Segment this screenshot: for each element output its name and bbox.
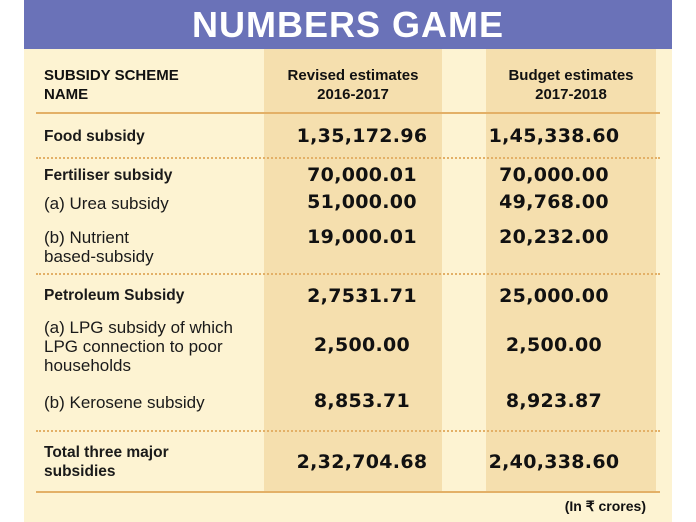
row-label-total: Total three major subsidies (44, 443, 272, 481)
row-value-revised: 70,000.01 (307, 164, 417, 186)
row-label-line: LPG connection to poor (44, 337, 223, 356)
unit-footnote: (In ₹ crores) (564, 498, 646, 514)
header-revised-line-1: Revised estimates (287, 67, 419, 84)
row-label-urea-subsidy: (a) Urea subsidy (44, 194, 272, 213)
header-budget-estimates: Budget estimates 2017-2018 (486, 66, 656, 104)
row-label-food-subsidy: Food subsidy (44, 127, 272, 146)
row-label-line: Total three major (44, 444, 169, 461)
title-bar: NUMBERS GAME (24, 0, 672, 49)
row-value-budget: 20,232.00 (499, 226, 609, 248)
row-label-petroleum-subsidy: Petroleum Subsidy (44, 286, 272, 305)
row-value-revised: 2,32,704.68 (296, 451, 428, 473)
row-value-budget: 8,923.87 (505, 390, 603, 412)
row-label-line: (a) Urea subsidy (44, 194, 169, 213)
header-budget-line-2: 2017-2018 (535, 86, 607, 103)
header-scheme-name: SUBSIDY SCHEME NAME (44, 66, 264, 104)
row-value-budget: 2,500.00 (505, 334, 603, 356)
header-budget-line-1: Budget estimates (508, 67, 634, 84)
row-value-budget: 25,000.00 (499, 285, 609, 307)
row-label-line: based-subsidy (44, 247, 154, 266)
header-scheme-line-1: SUBSIDY SCHEME (44, 67, 179, 84)
header-divider (36, 112, 660, 114)
row-value-revised: 51,000.00 (307, 191, 417, 213)
numbers-game-panel: NUMBERS GAME SUBSIDY SCHEME NAME Revised… (24, 0, 672, 522)
section-divider-fertiliser (36, 273, 660, 275)
row-label-fertiliser-subsidy: Fertiliser subsidy (44, 166, 272, 185)
section-divider-food (36, 157, 660, 159)
row-label-line: subsidies (44, 463, 116, 480)
header-scheme-line-2: NAME (44, 86, 89, 103)
row-label-lpg-subsidy: (a) LPG subsidy of which LPG connection … (44, 318, 272, 375)
revised-column-band (264, 49, 442, 492)
row-label-nutrient-subsidy: (b) Nutrient based-subsidy (44, 228, 272, 266)
header-revised-estimates: Revised estimates 2016-2017 (264, 66, 442, 104)
row-value-revised: 2,7531.71 (307, 285, 417, 307)
row-value-revised: 19,000.01 (307, 226, 417, 248)
row-label-kerosene-subsidy: (b) Kerosene subsidy (44, 393, 272, 412)
row-value-revised: 2,500.00 (313, 334, 411, 356)
section-divider-petroleum (36, 430, 660, 432)
row-label-line: (b) Nutrient (44, 228, 130, 247)
header-revised-line-2: 2016-2017 (317, 86, 389, 103)
page-title: NUMBERS GAME (191, 4, 504, 45)
row-label-line: (a) LPG subsidy of which (44, 318, 233, 337)
row-value-budget: 1,45,338.60 (488, 125, 620, 147)
row-value-budget: 2,40,338.60 (488, 451, 620, 473)
row-label-line: Petroleum Subsidy (44, 287, 185, 304)
row-label-line: (b) Kerosene subsidy (44, 393, 205, 412)
row-label-line: Fertiliser subsidy (44, 167, 173, 184)
row-label-line: Food subsidy (44, 128, 145, 145)
footer-divider (36, 491, 660, 493)
row-value-budget: 49,768.00 (499, 191, 609, 213)
row-value-budget: 70,000.00 (499, 164, 609, 186)
budget-column-band (486, 49, 656, 492)
row-value-revised: 1,35,172.96 (296, 125, 428, 147)
row-label-line: households (44, 356, 131, 375)
row-value-revised: 8,853.71 (313, 390, 411, 412)
